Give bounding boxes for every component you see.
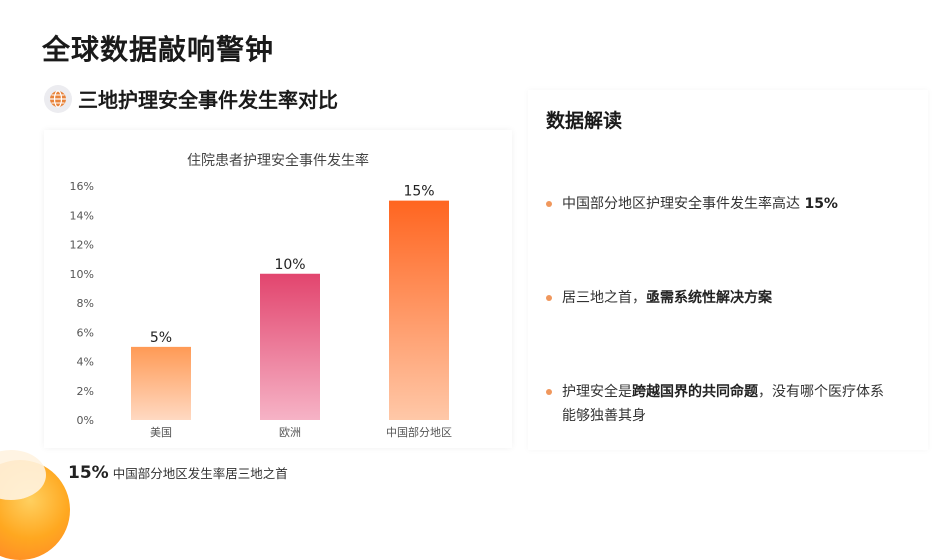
insight-text: 护理安全是跨越国界的共同命题，没有哪个医疗体系能够独善其身 xyxy=(562,384,884,424)
insight-panel: 数据解读 中国部分地区护理安全事件发生率高达 15% 居三地之首，亟需系统性解决… xyxy=(528,90,928,450)
y-tick-label: 2% xyxy=(77,385,94,398)
y-tick-label: 4% xyxy=(77,356,94,369)
bar xyxy=(131,346,191,420)
x-tick-label: 美国 xyxy=(150,426,172,439)
insight-text: 居三地之首，亟需系统性解决方案 xyxy=(562,290,772,306)
globe-icon xyxy=(44,84,72,113)
data-label: 5% xyxy=(150,330,172,346)
bar-chart: 0% 2% 4% 6% 8% 10% 12% 14% 16% 5% 10% 15% 美国 欧洲 中国部分… xyxy=(70,180,452,439)
bullet-dot xyxy=(546,389,552,395)
summary-text: 中国部分地区发生率居三地之首 xyxy=(112,466,288,481)
y-tick-label: 6% xyxy=(77,326,94,339)
y-tick-label: 14% xyxy=(70,209,94,222)
y-tick-label: 12% xyxy=(70,239,94,252)
insight-point: 居三地之首，亟需系统性解决方案 xyxy=(546,286,906,310)
y-tick-label: 8% xyxy=(77,297,94,310)
panel-title: 数据解读 xyxy=(546,110,623,132)
page-title: 全球数据敲响警钟 xyxy=(42,33,275,66)
insight-point: 护理安全是跨越国界的共同命题，没有哪个医疗体系能够独善其身 xyxy=(546,380,886,428)
y-tick-label: 16% xyxy=(70,180,94,193)
y-tick-label: 10% xyxy=(70,268,94,281)
bar xyxy=(389,200,449,420)
data-label: 15% xyxy=(403,184,434,200)
x-tick-label: 欧洲 xyxy=(279,426,301,439)
bullet-dot xyxy=(546,295,552,301)
insight-text: 中国部分地区护理安全事件发生率高达 15% xyxy=(562,196,838,212)
data-label: 10% xyxy=(274,257,305,273)
chart-section-title: 三地护理安全事件发生率对比 xyxy=(78,88,338,112)
summary-value: 15% xyxy=(68,463,109,483)
chart-card: 住院患者护理安全事件发生率 0% 2% 4% 6% 8% 10% 12% 14% 16% 5% 1… xyxy=(44,130,512,448)
insight-point: 中国部分地区护理安全事件发生率高达 15% xyxy=(546,192,906,216)
x-tick-label: 中国部分地区 xyxy=(386,425,452,439)
y-tick-label: 0% xyxy=(77,414,94,427)
bullet-dot xyxy=(546,201,552,207)
subtitle-row: 三地护理安全事件发生率对比 xyxy=(44,84,338,113)
bar xyxy=(260,273,320,420)
summary: 15% 中国部分地区发生率居三地之首 xyxy=(68,463,288,483)
chart-title: 住院患者护理安全事件发生率 xyxy=(187,153,369,169)
